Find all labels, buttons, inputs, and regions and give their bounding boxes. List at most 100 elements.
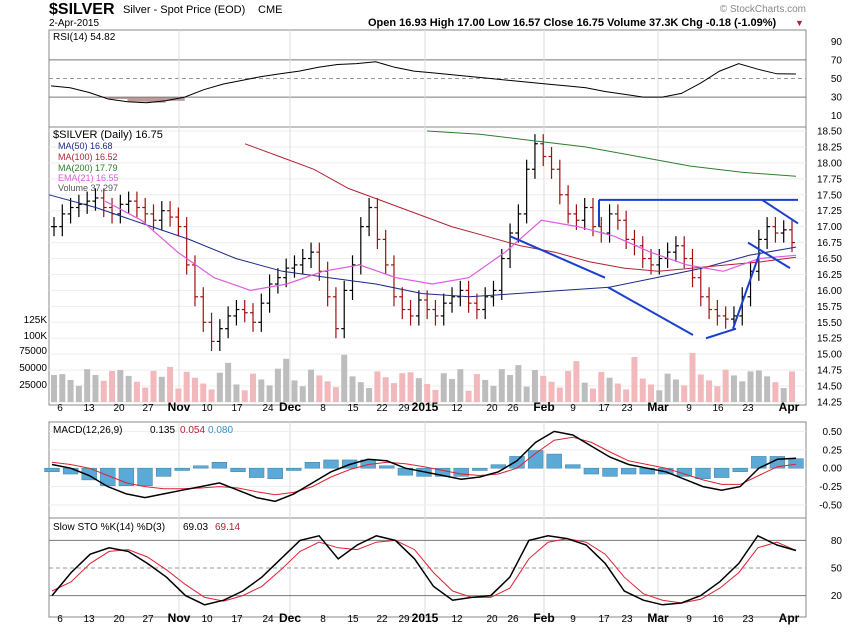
volume-bar — [258, 379, 265, 402]
macd-histogram-bar — [323, 459, 339, 469]
rsi-tick-label: 90 — [831, 37, 843, 48]
volume-bar — [639, 378, 646, 402]
volume-bar — [291, 380, 298, 402]
macd-histogram-bar — [788, 458, 804, 469]
sto-d-value: 69.14 — [215, 522, 240, 533]
volume-bar — [274, 368, 281, 402]
volume-bar — [200, 383, 207, 402]
macd-histogram-bar — [193, 465, 209, 469]
rsi-title: RSI(14) 54.82 — [53, 32, 116, 43]
macd-histogram-bar — [174, 467, 190, 471]
x-axis-label: 13 — [83, 614, 95, 625]
x-axis-label: 9 — [570, 614, 576, 625]
volume-bar — [432, 389, 439, 402]
x-axis-label: 23 — [621, 614, 633, 625]
rsi-oversold-fill — [146, 97, 166, 103]
macd-histogram-bar — [695, 467, 711, 479]
volume-bar — [540, 375, 547, 402]
macd-histogram-bar — [676, 467, 693, 477]
volume-bar — [507, 375, 514, 402]
x-axis-label: 17 — [231, 403, 243, 414]
macd-histogram-bar — [211, 462, 228, 469]
macd-histogram-bar — [490, 464, 507, 469]
macd-histogram-bar — [137, 467, 153, 487]
volume-bar — [424, 384, 431, 402]
x-axis-label: 22 — [376, 614, 388, 625]
x-axis-label: 24 — [262, 614, 274, 625]
trendline-lower-wedge — [747, 241, 791, 269]
volume-bar — [299, 386, 306, 402]
volume-bar — [84, 369, 91, 402]
x-axis-label: 20 — [486, 614, 498, 625]
x-axis-label: 10 — [201, 403, 213, 414]
macd-histogram-bar — [453, 467, 469, 477]
trendline-upper-wedge — [761, 199, 799, 225]
price-tick-label: 14.50 — [817, 382, 842, 393]
x-axis-label: Apr — [779, 611, 800, 625]
price-tick-label: 16.75 — [817, 238, 842, 249]
price-tick-label: 18.50 — [817, 127, 842, 138]
sto-k-line — [51, 534, 797, 606]
volume-bar — [581, 382, 588, 402]
price-tick-label: 16.00 — [817, 286, 842, 297]
price-tick-label: 16.25 — [817, 270, 842, 281]
x-axis-label: Nov — [168, 611, 191, 625]
price-tick-label: 15.75 — [817, 302, 842, 313]
x-axis-label: 12 — [451, 403, 463, 414]
x-axis-label: 13 — [83, 403, 95, 414]
ma200-line — [426, 130, 797, 177]
volume-bar — [789, 371, 795, 402]
x-axis-label: Nov — [168, 400, 191, 414]
volume-bar — [374, 371, 381, 402]
volume-bar — [490, 385, 497, 402]
macd-histogram-bar — [304, 462, 321, 469]
sto-title: Slow STO %K(14) %D(3) — [53, 522, 165, 533]
x-axis-label: 15 — [347, 614, 359, 625]
volume-bar — [556, 387, 563, 402]
sto-tick-label: 50 — [831, 564, 843, 575]
volume-bar — [167, 366, 174, 402]
macd-tick-label: 0.50 — [823, 427, 843, 438]
x-axis-label: 16 — [712, 614, 724, 625]
macd-histogram-bar — [713, 467, 730, 478]
macd-histogram-bar — [248, 467, 265, 478]
volume-bar — [697, 374, 704, 402]
x-axis-label: 10 — [201, 614, 213, 625]
macd-histogram-bar — [546, 453, 562, 469]
macd-histogram-bar — [379, 465, 395, 469]
volume-bar — [92, 375, 99, 402]
x-axis-label: Dec — [279, 611, 301, 625]
volume-bar — [142, 387, 149, 402]
x-axis-label: 8 — [320, 614, 326, 625]
volume-bar — [714, 386, 721, 402]
x-axis-label: Mar — [647, 400, 669, 414]
volume-bar — [158, 376, 165, 402]
ohlc-summary: Open 16.93 High 17.00 Low 16.57 Close 16… — [368, 17, 777, 29]
x-axis-label: 2015 — [412, 611, 439, 625]
x-axis-label: 6 — [57, 614, 63, 625]
price-tick-label: 18.25 — [817, 142, 842, 153]
x-axis-label: 27 — [142, 403, 154, 414]
volume-bar — [498, 369, 505, 402]
x-axis-label: 20 — [486, 403, 498, 414]
x-axis-label: 2015 — [412, 400, 439, 414]
volume-tick-label: 125K — [24, 315, 48, 326]
rsi-tick-label: 70 — [831, 55, 843, 66]
volume-bar — [606, 377, 613, 402]
macd-histogram-bar — [583, 467, 600, 475]
volume-bar — [390, 383, 397, 402]
volume-bar — [440, 373, 447, 402]
rsi-tick-label: 10 — [831, 111, 843, 122]
volume-bar — [722, 369, 729, 402]
macd-signal-line — [51, 436, 797, 496]
chg-down-icon: ▼ — [795, 18, 804, 28]
x-axis-label: Feb — [533, 400, 554, 414]
x-axis-label: 12 — [451, 614, 463, 625]
macd-title: MACD(12,26,9) — [53, 425, 122, 436]
macd-histogram-bar — [230, 467, 246, 472]
x-axis-label: 23 — [742, 403, 754, 414]
volume-bar — [755, 370, 762, 402]
volume-bar — [100, 380, 107, 402]
volume-bar — [482, 379, 489, 402]
